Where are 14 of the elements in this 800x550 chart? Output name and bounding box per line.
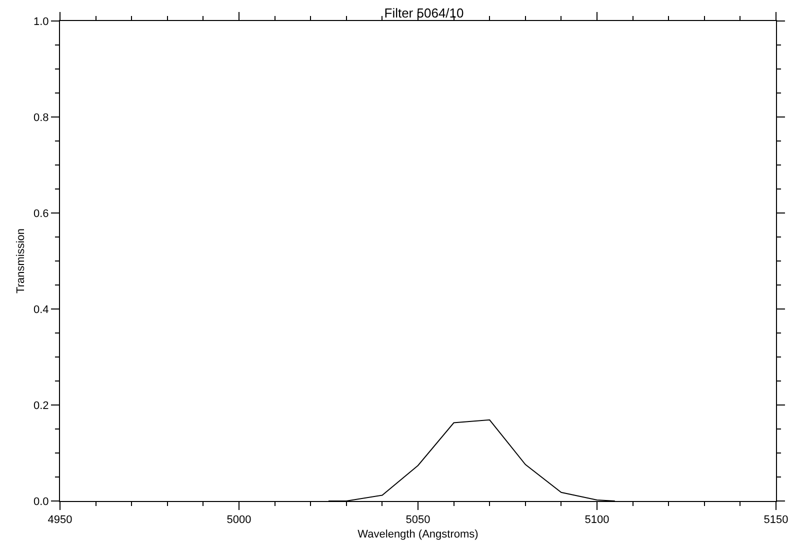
- y-tick-label: 0.2: [34, 400, 49, 412]
- x-tick-label: 5050: [406, 514, 430, 526]
- x-tick-label: 5000: [226, 514, 252, 526]
- x-tick-label: 5100: [584, 514, 610, 526]
- y-axis-title: Transmission: [15, 228, 28, 294]
- y-tick-label: 1.0: [34, 16, 49, 28]
- x-tick-label: 5150: [764, 514, 788, 526]
- x-tick-label: 4950: [48, 514, 72, 526]
- y-tick-label: 0.4: [34, 304, 49, 316]
- y-tick-label: 0.0: [34, 496, 49, 508]
- y-tick-label: 0.6: [34, 208, 49, 220]
- y-tick-label: 0.8: [34, 112, 49, 124]
- x-axis-title: Wavelength (Angstroms): [358, 528, 478, 540]
- chart-title: Filter 5064/10: [384, 5, 464, 20]
